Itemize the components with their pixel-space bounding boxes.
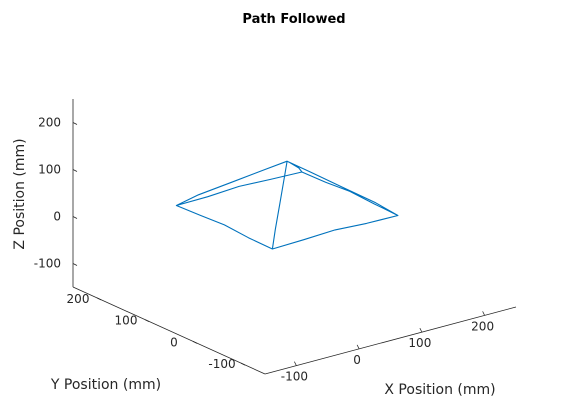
y-axis-label: Y Position (mm) (50, 377, 161, 393)
z-tick-mark (73, 123, 77, 125)
x-axis-ticks: -100 0 100 200 (281, 311, 494, 383)
y-axis-line (73, 287, 265, 374)
z-tick-label: 200 (38, 116, 61, 130)
z-tick-mark (73, 264, 77, 266)
y-axis-ticks: -100 0 100 200 (67, 292, 245, 371)
x-tick-label: -100 (281, 370, 308, 384)
z-tick-mark (73, 170, 77, 172)
x-tick-mark (420, 328, 422, 332)
y-tick-mark (193, 341, 197, 343)
x-tick-mark (294, 362, 296, 366)
x-axis-label: X Position (mm) (384, 382, 495, 398)
y-tick-label: 100 (115, 314, 138, 328)
y-tick-mark (145, 320, 149, 322)
x-tick-mark (483, 311, 485, 315)
z-tick-label: 100 (38, 163, 61, 177)
x-tick-mark (357, 345, 359, 349)
y-tick-label: -100 (208, 357, 235, 371)
z-axis-ticks: -100 0 100 200 (34, 116, 77, 271)
y-tick-label: 200 (67, 292, 90, 306)
axes-frame (73, 99, 516, 374)
path-series-line (176, 161, 398, 249)
x-tick-label: 100 (408, 336, 431, 350)
x-axis-line (265, 307, 516, 374)
x-tick-label: 0 (353, 353, 361, 367)
z-tick-label: 0 (53, 210, 61, 224)
y-tick-mark (97, 298, 101, 300)
x-tick-label: 200 (471, 319, 494, 333)
z-tick-mark (73, 217, 77, 219)
y-tick-mark (241, 363, 245, 365)
chart-title: Path Followed (242, 12, 345, 27)
series-layer (176, 161, 398, 249)
y-tick-label: 0 (170, 335, 178, 349)
z-axis-label: Z Position (mm) (12, 138, 28, 249)
z-tick-label: -100 (34, 257, 61, 271)
